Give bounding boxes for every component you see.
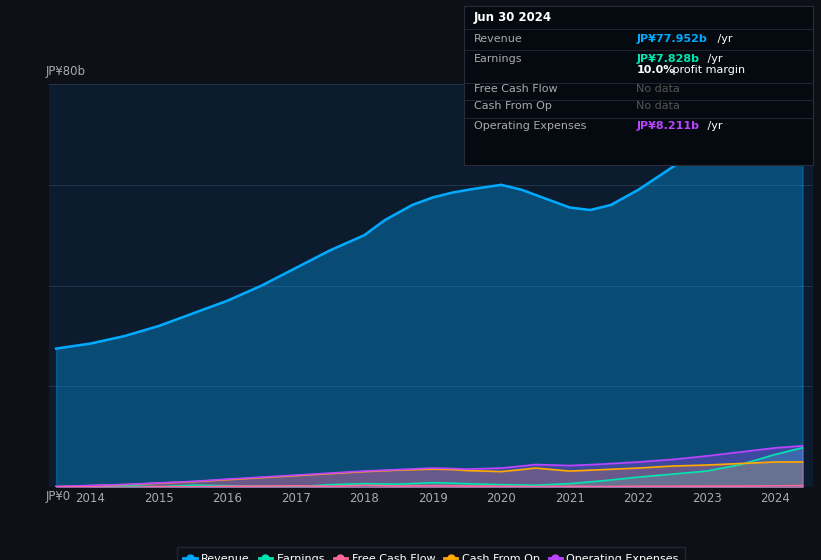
Text: JP¥7.828b: JP¥7.828b [636,54,699,64]
Text: profit margin: profit margin [669,65,745,75]
Text: JP¥77.952b: JP¥77.952b [636,34,707,44]
Text: JP¥8.211b: JP¥8.211b [636,121,699,131]
Text: JP¥80b: JP¥80b [45,66,85,78]
Text: Revenue: Revenue [474,34,522,44]
Text: Jun 30 2024: Jun 30 2024 [474,11,552,24]
Text: JP¥0: JP¥0 [45,490,71,503]
Text: Free Cash Flow: Free Cash Flow [474,85,557,95]
Text: No data: No data [636,101,680,111]
Legend: Revenue, Earnings, Free Cash Flow, Cash From Op, Operating Expenses: Revenue, Earnings, Free Cash Flow, Cash … [177,547,686,560]
Text: /yr: /yr [704,54,723,64]
Text: 10.0%: 10.0% [636,65,675,75]
Text: /yr: /yr [704,121,723,131]
Text: No data: No data [636,85,680,95]
Text: Operating Expenses: Operating Expenses [474,121,586,131]
Text: Earnings: Earnings [474,54,522,64]
Text: /yr: /yr [714,34,733,44]
Text: Cash From Op: Cash From Op [474,101,552,111]
